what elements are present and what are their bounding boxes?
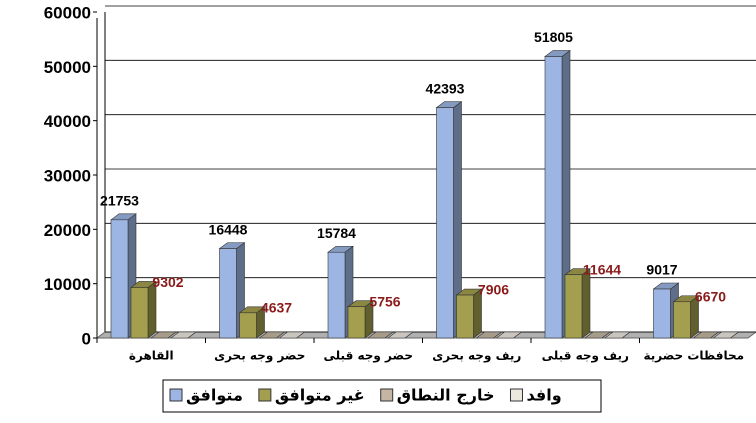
- x-tick-label: ريف وجه قبلى: [542, 349, 629, 364]
- bar: [674, 302, 691, 338]
- legend-label: وافد: [526, 386, 561, 405]
- legend-label: متوافق: [186, 386, 243, 405]
- chart: 0 10000 20000 30000 40000 50000 60000 القاهرة 21…: [0, 0, 756, 423]
- y-tick-label: 60000: [44, 3, 91, 22]
- y-tick-label: 10000: [44, 275, 91, 294]
- x-tick-label: حضر وجه قبلى: [324, 349, 413, 364]
- legend-swatch: [259, 389, 271, 401]
- bar: [131, 287, 148, 338]
- data-label: 9302: [152, 274, 183, 290]
- bar: [220, 249, 237, 338]
- x-tick-label: حضر وجه بحرى: [214, 349, 305, 364]
- data-label: 7906: [478, 282, 509, 298]
- data-label: 42393: [426, 80, 465, 96]
- bar: [437, 108, 454, 338]
- bar: [328, 252, 345, 338]
- bar: [545, 57, 562, 338]
- bar: [348, 307, 365, 338]
- data-label: 6670: [695, 288, 726, 304]
- y-tick-label: 20000: [44, 221, 91, 240]
- bar: [240, 313, 257, 338]
- x-tick-label: القاهرة: [129, 349, 174, 363]
- data-label: 4637: [261, 300, 292, 316]
- bar: [111, 220, 128, 338]
- bar: [565, 275, 582, 338]
- data-label: 51805: [534, 29, 573, 45]
- legend-label: خارج النطاق: [397, 386, 495, 405]
- legend-swatch: [381, 389, 393, 401]
- bar-side: [582, 269, 590, 338]
- data-label: 15784: [317, 225, 356, 241]
- data-label: 9017: [646, 262, 677, 278]
- legend-label: غير متوافق: [275, 386, 365, 405]
- x-tick-label: محافظات حضرية: [643, 349, 744, 363]
- data-label: 21753: [100, 193, 139, 209]
- y-tick-label: 50000: [44, 58, 91, 77]
- data-label: 16448: [209, 221, 248, 237]
- y-tick-label: 40000: [44, 112, 91, 131]
- y-tick-label: 0: [82, 329, 91, 348]
- y-tick-label: 30000: [44, 166, 91, 185]
- bar: [457, 295, 474, 338]
- data-label: 5756: [369, 293, 400, 309]
- data-label: 11644: [583, 261, 621, 277]
- legend-swatch: [170, 389, 182, 401]
- legend-swatch: [510, 389, 522, 401]
- bar: [654, 289, 671, 338]
- x-tick-label: ريف وجه بحرى: [432, 349, 521, 364]
